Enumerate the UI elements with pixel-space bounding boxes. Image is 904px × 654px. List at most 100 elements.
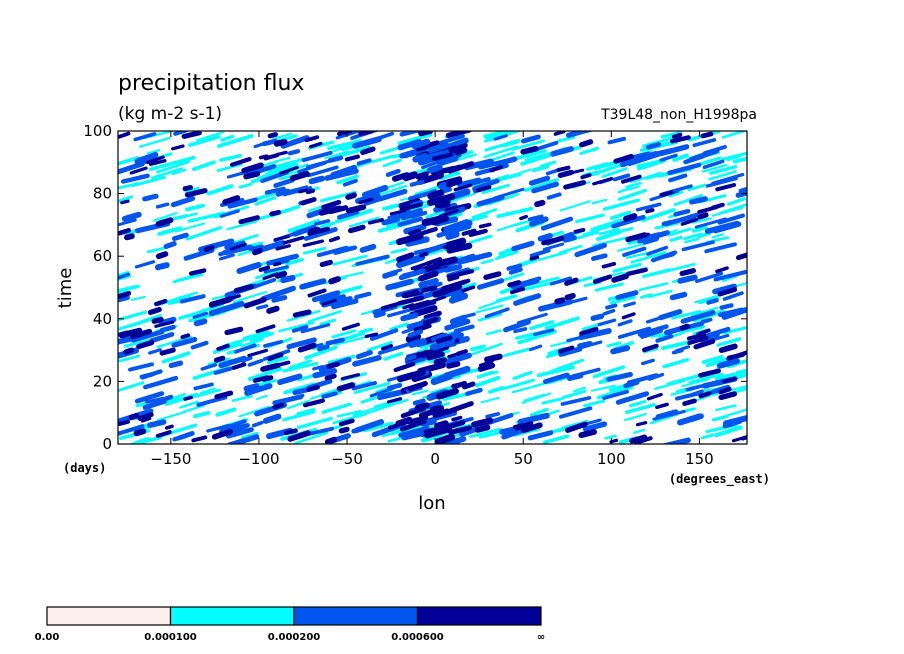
colorbar-swatch [293, 606, 419, 626]
precip-streak [297, 342, 317, 353]
precip-streak [397, 295, 425, 306]
precip-streak [474, 375, 501, 388]
precip-streak [218, 253, 235, 261]
precip-streak [483, 145, 519, 159]
precip-streak [738, 186, 747, 193]
precip-streak [260, 285, 296, 302]
precip-streak [302, 239, 324, 248]
precip-streak [517, 412, 550, 425]
precip-streak [578, 328, 612, 341]
y-unit-label: (days) [63, 461, 106, 475]
precip-streak [718, 343, 738, 354]
precip-streak [266, 305, 280, 314]
precip-streak [359, 243, 377, 253]
precip-streak [701, 355, 724, 364]
precip-streak [716, 337, 742, 347]
precip-streak [307, 226, 321, 235]
y-axis: 0 20 40 60 80 100 [83, 122, 747, 453]
precip-streak [247, 348, 269, 358]
precip-streak [620, 174, 642, 184]
precip-streak [640, 329, 663, 339]
precip-streak [381, 216, 400, 226]
precip-streak [390, 247, 408, 254]
precip-streak [592, 274, 613, 284]
precip-streak [148, 348, 162, 355]
precip-streak [436, 371, 456, 382]
precip-streak [118, 228, 131, 236]
precip-streak [286, 337, 317, 350]
precip-streak [495, 156, 518, 167]
precip-streak [640, 208, 676, 223]
precip-streak [262, 413, 282, 424]
precip-streak [236, 261, 262, 274]
precip-streak [382, 270, 398, 279]
precip-streak [453, 183, 473, 192]
precip-streak [529, 255, 540, 261]
precip-streak [381, 204, 398, 210]
precip-streak [183, 404, 206, 413]
precip-streak [134, 260, 156, 269]
precip-streak [134, 437, 149, 444]
precip-streak [400, 211, 423, 221]
precip-streak [307, 288, 327, 298]
precip-streak [606, 341, 622, 348]
precip-streak [637, 230, 670, 244]
precip-streak [120, 199, 130, 205]
precip-streak [723, 414, 747, 427]
precip-streak [302, 246, 327, 255]
precip-streak [533, 328, 555, 337]
precip-streak [560, 396, 592, 406]
precip-streak [700, 131, 714, 139]
precip-streak [445, 231, 460, 240]
precip-streak [325, 337, 346, 346]
precip-streak [282, 361, 319, 373]
precip-streak [406, 415, 429, 425]
precip-streak [471, 417, 494, 428]
precip-streak [161, 351, 191, 364]
precip-streak [263, 153, 280, 161]
precip-streak [406, 320, 424, 330]
precip-streak [478, 359, 494, 367]
precip-streak [272, 132, 293, 140]
precip-streak [442, 420, 466, 431]
precip-streak [446, 361, 461, 369]
precip-streak [412, 152, 429, 163]
precip-streak [181, 131, 202, 139]
precip-streak [575, 213, 605, 224]
precip-streak [582, 421, 608, 432]
precip-streak [361, 184, 389, 198]
x-tick-label: 150 [685, 450, 714, 468]
precip-streak [633, 428, 646, 434]
precip-streak [255, 394, 268, 401]
precip-streak [461, 278, 471, 285]
precip-streak [339, 271, 364, 279]
precip-streak [718, 386, 732, 395]
precip-streak [175, 222, 206, 233]
x-axis: −150 −100 −50 0 50 100 150 [150, 131, 714, 468]
colorbar: 0.00 0.000100 0.000200 0.000600 ∞ [35, 606, 545, 643]
precip-streak [272, 394, 304, 406]
precip-streak [164, 424, 174, 430]
precip-streak [429, 337, 456, 351]
precip-streak [496, 206, 534, 219]
precip-streak [226, 170, 248, 179]
precip-streak [621, 312, 636, 320]
precip-streak [596, 230, 623, 242]
precip-streak [480, 396, 500, 404]
precip-streak [273, 138, 288, 147]
precip-streak [193, 382, 214, 391]
precip-streak [446, 269, 475, 279]
precip-streak [189, 268, 207, 276]
precip-streak [415, 171, 429, 180]
precip-streak [224, 326, 244, 336]
precip-streak [263, 339, 284, 348]
precip-streak [659, 190, 674, 197]
precip-streak [238, 182, 253, 189]
precip-streak [389, 209, 407, 216]
precip-streak [557, 345, 575, 354]
precip-streak [196, 131, 224, 142]
precip-streak [326, 361, 340, 369]
precip-streak [449, 314, 467, 325]
precip-streak [635, 421, 648, 427]
precip-streak [457, 251, 493, 265]
